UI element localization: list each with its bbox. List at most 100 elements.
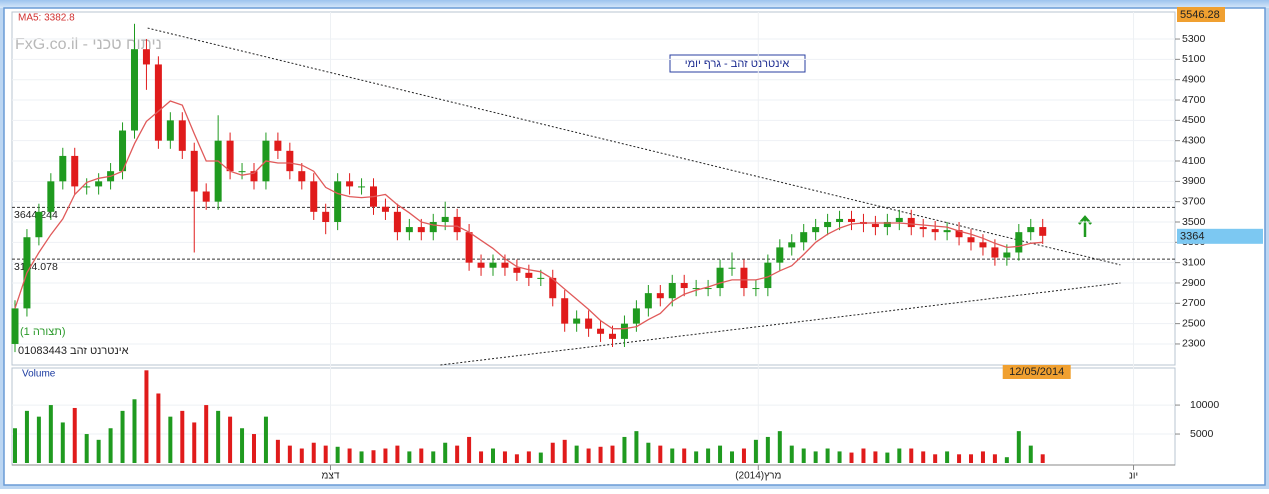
candle-body — [907, 217, 915, 228]
volume-bar — [36, 416, 41, 463]
candle-body — [441, 216, 449, 222]
volume-bar — [1028, 445, 1033, 463]
volume-bar — [945, 451, 950, 463]
candle-body — [47, 181, 55, 212]
price-panel — [11, 11, 1176, 366]
chart-title: אינטרנט זהב - גרף יומי — [685, 58, 790, 70]
candle-body — [417, 227, 425, 233]
candle-body — [238, 171, 246, 173]
candle-body — [848, 218, 856, 222]
volume-bar — [371, 450, 376, 463]
volume-bar — [323, 445, 328, 463]
candle-body — [453, 216, 461, 233]
top-price-label: 5546.28 — [1180, 9, 1220, 21]
candle-body — [178, 120, 186, 151]
volume-bar — [347, 448, 352, 463]
candle-body — [692, 288, 700, 290]
candle-body — [119, 130, 127, 172]
volume-bar — [60, 422, 65, 463]
candle-body — [883, 221, 891, 228]
pattern-label: (תצורה 1) — [20, 326, 66, 338]
candle-body — [334, 181, 342, 222]
y-tick-label: 5100 — [1182, 53, 1206, 65]
candle-body — [752, 288, 760, 290]
volume-bar — [1004, 457, 1009, 463]
candle-body — [573, 318, 581, 324]
volume-bar — [682, 448, 687, 463]
volume-bar — [622, 436, 627, 463]
volume-bar — [467, 436, 472, 463]
volume-bar — [156, 393, 161, 463]
volume-bar — [84, 434, 89, 463]
candle-body — [358, 186, 366, 188]
x-tick-label: יונ — [1129, 471, 1138, 482]
candle-body — [95, 181, 103, 187]
candle-body — [704, 288, 712, 290]
candle-body — [381, 206, 389, 212]
y-tick-label: 4300 — [1182, 134, 1206, 146]
volume-bar — [789, 445, 794, 463]
candle-body — [632, 308, 640, 324]
candle-body — [1039, 227, 1047, 236]
y-tick-label: 4900 — [1182, 73, 1206, 85]
volume-bar — [598, 446, 603, 463]
candle-body — [489, 262, 497, 268]
volume-bar — [574, 445, 579, 463]
y-tick-label: 10000 — [1190, 399, 1219, 411]
candle-body — [728, 267, 736, 269]
candle-body — [943, 230, 951, 233]
candle-body — [346, 181, 354, 187]
candle-body — [142, 49, 150, 65]
last-price-box — [1177, 228, 1263, 244]
candle-body — [405, 227, 413, 233]
volume-bar — [455, 445, 460, 463]
y-tick-label: 4700 — [1182, 94, 1206, 106]
volume-bar — [706, 448, 711, 463]
candle-body — [465, 232, 473, 263]
volume-bar — [180, 410, 185, 463]
y-tick-label: 5300 — [1182, 33, 1206, 45]
volume-bar — [586, 448, 591, 463]
candle-body — [680, 282, 688, 289]
candle-body — [788, 242, 796, 248]
candle-body — [549, 277, 557, 299]
candle-body — [1003, 252, 1011, 258]
volume-bar — [825, 448, 830, 463]
y-tick-label: 3900 — [1182, 175, 1206, 187]
volume-bar — [526, 451, 531, 463]
volume-bar — [909, 448, 914, 463]
candle-body — [1027, 227, 1035, 233]
frame-top — [0, 0, 1269, 8]
volume-bar — [228, 416, 233, 463]
y-tick-label: 3700 — [1182, 195, 1206, 207]
candle-body — [537, 277, 545, 279]
volume-bar — [168, 416, 173, 463]
candle-body — [812, 227, 820, 233]
volume-bar — [753, 439, 758, 463]
candle-body — [764, 262, 772, 289]
last-price-label: 3364 — [1180, 231, 1204, 243]
candle-body — [525, 272, 533, 278]
candle-body — [226, 140, 234, 172]
candle-body — [513, 267, 521, 273]
volume-bar — [24, 410, 29, 463]
volume-bar — [443, 442, 448, 463]
volume-bar — [849, 452, 854, 463]
candle-body — [83, 186, 91, 188]
volume-bar — [897, 448, 902, 463]
volume-bar — [108, 428, 113, 463]
volume-bar — [538, 452, 543, 463]
watermark: FxG.co.il - ניתוח טכני — [15, 36, 162, 53]
candle-body — [716, 267, 724, 289]
volume-bar — [873, 451, 878, 463]
candle-body — [35, 211, 43, 238]
volume-bar — [287, 445, 292, 463]
volume-bar — [969, 454, 974, 463]
y-tick-label: 2700 — [1182, 297, 1206, 309]
candle-body — [597, 328, 605, 334]
volume-bar — [837, 451, 842, 463]
volume-bar — [479, 451, 484, 463]
volume-bar — [718, 445, 723, 463]
ma-label: MA5: 3382.8 — [18, 13, 75, 24]
volume-bar — [502, 451, 507, 463]
